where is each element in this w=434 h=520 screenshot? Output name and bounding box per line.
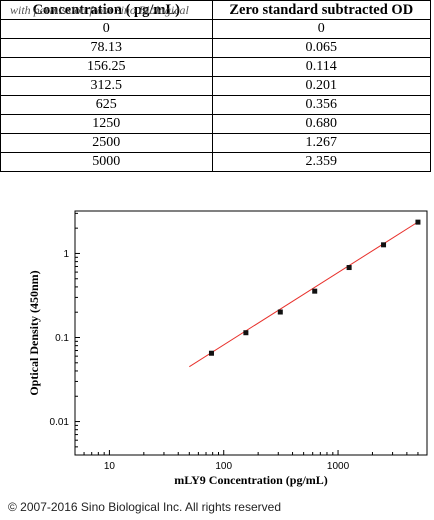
x-tick-label: 10 xyxy=(104,461,116,472)
cell-od: 0.356 xyxy=(211,95,432,115)
table-row: 156.25 0.114 xyxy=(0,57,432,77)
data-points xyxy=(208,219,421,356)
watermark-text: with permission from Sino Biological xyxy=(10,3,189,17)
cell-concentration: 78.13 xyxy=(0,38,213,58)
cell-od: 0.114 xyxy=(211,57,432,77)
x-tick-label: 1000 xyxy=(327,461,350,472)
cell-od: 2.359 xyxy=(211,152,432,172)
data-point xyxy=(415,219,421,225)
header-od: Zero standard subtracted OD xyxy=(211,0,432,20)
table-row: 2500 1.267 xyxy=(0,133,432,153)
y-tick-label: 0.1 xyxy=(55,333,69,344)
cell-od: 0.680 xyxy=(211,114,432,134)
table-row: 312.5 0.201 xyxy=(0,76,432,96)
standard-curve-chart: 10 100 1000 0.01 0.1 1 mLY9 Concentration (p… xyxy=(27,210,428,487)
cell-od: 0.201 xyxy=(211,76,432,96)
data-point xyxy=(346,265,352,271)
standard-curve-table: Concentration ( pg/mL) Zero standard sub… xyxy=(0,0,432,172)
table-row: 1250 0.680 xyxy=(0,114,432,134)
cell-concentration: 0 xyxy=(0,19,213,39)
x-axis: 10 100 1000 xyxy=(74,450,428,472)
data-point xyxy=(208,350,214,356)
copyright-text: © 2007-2016 Sino Biological Inc. All rig… xyxy=(8,500,281,514)
table-row: 5000 2.359 xyxy=(0,152,432,172)
data-point xyxy=(312,288,318,294)
table-row: 78.13 0.065 xyxy=(0,38,432,58)
y-axis: 0.01 0.1 1 xyxy=(50,212,80,456)
data-point xyxy=(277,309,283,315)
y-tick-label: 0.01 xyxy=(50,417,70,428)
data-point xyxy=(243,330,249,336)
cell-od: 1.267 xyxy=(211,133,432,153)
x-axis-label: mLY9 Concentration (pg/mL) xyxy=(174,473,328,487)
cell-concentration: 312.5 xyxy=(0,76,213,96)
data-point xyxy=(381,242,387,248)
y-axis-label: Optical Density (450nm) xyxy=(27,270,41,395)
cell-concentration: 156.25 xyxy=(0,57,213,77)
cell-od: 0 xyxy=(211,19,432,39)
cell-od: 0.065 xyxy=(211,38,432,58)
y-tick-label: 1 xyxy=(63,249,69,260)
cell-concentration: 1250 xyxy=(0,114,213,134)
cell-concentration: 625 xyxy=(0,95,213,115)
x-tick-label: 100 xyxy=(215,461,232,472)
cell-concentration: 5000 xyxy=(0,152,213,172)
table-row: 625 0.356 xyxy=(0,95,432,115)
plot-frame xyxy=(74,210,428,456)
cell-concentration: 2500 xyxy=(0,133,213,153)
